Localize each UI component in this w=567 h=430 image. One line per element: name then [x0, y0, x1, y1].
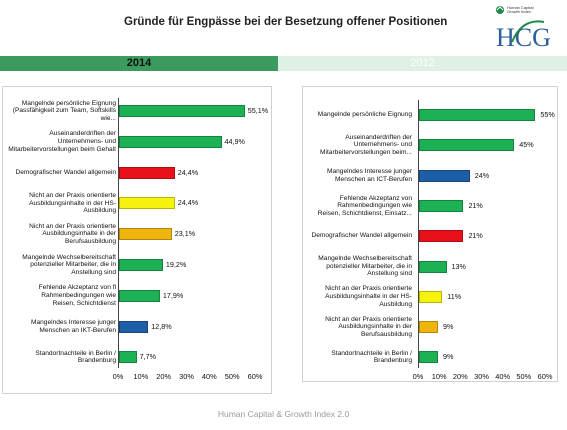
bar-2014: [119, 289, 160, 302]
category-label-2014: Auseinanderdriften der Unternehmens- und M…: [8, 130, 116, 153]
value-label-2014: 24,4%: [177, 167, 199, 177]
bar-2012: [419, 290, 443, 303]
x-tick-label-2012: 40%: [495, 372, 511, 381]
category-label-2014: Nicht an der Praxis orientierte Ausbildun…: [29, 192, 116, 215]
bar-2012: [419, 139, 515, 152]
chart-title: Gründe für Engpässe bei der Besetzung of…: [124, 16, 448, 28]
bar-2014: [119, 197, 175, 210]
category-label-2014: Mangelnde Wechselbereitschaft potenzielle…: [22, 253, 116, 276]
value-label-2014: 19,2%: [165, 260, 187, 269]
value-label-2012: 24%: [474, 170, 490, 180]
bar-2012: [419, 109, 536, 121]
category-label-2014: Standortnachteile in Berlin / Brandenburg: [35, 349, 116, 365]
bar-2012: [419, 260, 447, 273]
value-label-2012: 55%: [540, 110, 555, 119]
x-tick-label-2014: 60%: [247, 372, 263, 381]
value-label-2014: 44,9%: [224, 136, 245, 146]
y-axis-line-2012: [418, 100, 419, 368]
value-label-2014: 12,8%: [151, 321, 172, 331]
category-label-2014: Mangelndes Interesse junger Menschen an I…: [30, 319, 116, 334]
x-tick-label-2014: 20%: [156, 372, 172, 381]
value-label-2012: 9%: [443, 322, 454, 332]
bar-2014: [119, 228, 172, 241]
bar-2014: [119, 320, 149, 333]
value-label-2012: 11%: [447, 291, 462, 301]
x-tick-label-2014: 40%: [201, 372, 217, 381]
bar-2012: [419, 169, 470, 182]
value-label-2014: 24,4%: [177, 198, 199, 208]
bar-2012: [419, 321, 439, 334]
value-label-2012: 21%: [468, 231, 483, 241]
bar-2014: [119, 135, 222, 148]
category-label-2012: Mangelndes Interesse junger Menschen an I…: [326, 168, 412, 183]
x-tick-label-2012: 0%: [412, 372, 424, 381]
value-label-2014: 55,1%: [247, 106, 269, 115]
bar-2012: [419, 199, 464, 212]
x-tick-label-2014: 0%: [112, 372, 124, 381]
category-label-2012: Nicht an der Praxis orientierte Ausbildun…: [325, 285, 412, 308]
category-label-2012: Auseinanderdriften der Unternehmens- und M…: [320, 133, 412, 157]
x-tick-label-2012: 20%: [452, 372, 468, 381]
category-label-2014: Demografischer Wandel allgemein: [15, 168, 116, 176]
bar-2012: [419, 351, 439, 364]
bar-2014: [119, 259, 163, 271]
x-tick-label-2014: 10%: [133, 372, 149, 381]
category-label-2012: Demografischer Wandel allgemein: [311, 232, 412, 240]
banner-2012: 2012: [278, 56, 567, 71]
value-label-2012: 21%: [468, 200, 483, 210]
value-label-2012: 45%: [519, 140, 534, 150]
bar-2012: [419, 230, 464, 243]
banner-2014: 2014: [0, 56, 278, 71]
category-label-2012: Nicht an der Praxis orientierte Ausbildun…: [325, 315, 412, 338]
category-label-2012: Standortnachteile in Berlin / Brandenburg: [331, 349, 412, 365]
x-tick-label-2014: 30%: [179, 372, 194, 381]
logo-tagline-1: Human Capital: [507, 5, 534, 10]
logo-tagline-2: Growth Index: [507, 9, 531, 14]
x-tick-label-2012: 30%: [474, 372, 489, 381]
bar-2014: [119, 351, 137, 364]
x-tick-label-2012: 10%: [431, 372, 447, 381]
x-tick-label-2012: 50%: [516, 372, 532, 381]
value-label-2014: 17,9%: [162, 290, 184, 300]
logo-text: HCG: [496, 23, 551, 52]
hcg-logo: Human Capital Growth Index HCG: [496, 5, 551, 52]
value-label-2012: 9%: [443, 352, 454, 362]
bar-2014: [119, 166, 175, 179]
x-tick-label-2012: 60%: [537, 372, 553, 381]
category-label-2014: Fehlende Akzeptanz von fl Rahmenbedingung…: [38, 284, 116, 307]
x-tick-label-2014: 50%: [224, 372, 240, 381]
footer: Human Capital & Growth Index 2.0: [217, 409, 350, 419]
value-label-2014: 7,7%: [139, 352, 156, 362]
value-label-2012: 13%: [451, 261, 466, 271]
category-label-2012: Mangelnde Wechselbereitschaft potenzielle…: [318, 255, 412, 278]
category-label-2014: Mangelnde persönliche Eignung (Passfähigk…: [12, 99, 116, 122]
category-label-2012: Mangelnde persönliche Eignung: [317, 111, 412, 119]
category-label-2012: Fehlende Akzeptanz von Rahmenbedingungen …: [317, 194, 412, 217]
value-label-2014: 23,1%: [174, 229, 196, 239]
bar-2014: [119, 105, 245, 117]
y-axis-line-2014: [118, 98, 119, 368]
category-label-2014: Nicht an der Praxis orientierte Ausbildun…: [29, 222, 116, 245]
